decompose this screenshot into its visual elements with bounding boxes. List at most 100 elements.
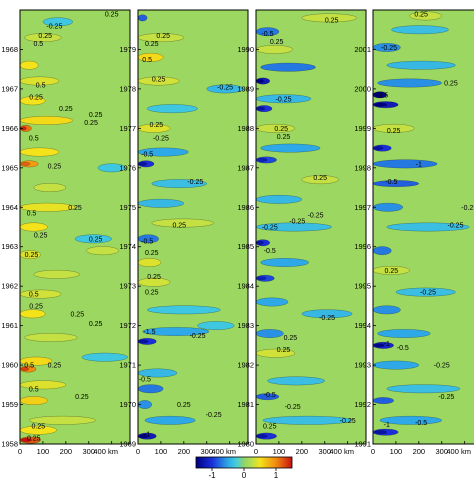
contour-label: -0.25 [206,412,222,419]
anomaly-band [138,258,162,267]
anomaly-band [138,33,185,42]
anomaly-band [138,368,178,378]
y-tick-label: 1990 [237,45,254,54]
contour-label: 0.25 [145,41,159,48]
contour-label: -0.25 [434,363,450,370]
contour-label: 0.25 [444,80,458,87]
x-tick-label: 100 [273,447,286,456]
anomaly-band [20,396,48,405]
contour-label: 0.25 [89,321,103,328]
y-tick-label: 1971 [119,361,136,370]
anomaly-field: 0.25-0.50.25-0.250.250.250.25-0.25-0.25-… [256,13,358,440]
anomaly-band [256,94,312,104]
anomaly-band [24,33,62,42]
contour-label: 0.25 [177,402,191,409]
y-tick-label: 2001 [354,45,371,54]
x-tick-label: 200 [60,447,73,456]
contour-label: -1 [384,341,390,348]
anomaly-band [97,163,126,173]
y-tick-label: 1974 [119,242,136,251]
x-tick-label: 100 [390,447,403,456]
contour-label: -0.5 [385,179,397,186]
anomaly-band [256,329,284,338]
contour-label: 0.25 [75,394,89,401]
anomaly-band [256,348,296,358]
contour-label: -0.5 [261,31,273,38]
anomaly-band [20,309,46,319]
anomaly-band [301,13,358,23]
contour-label: -0.25 [308,213,324,220]
anomaly-band [138,400,152,409]
anomaly-band [20,289,62,299]
x-tick-label: 300 [82,447,95,456]
anomaly-band [138,198,185,208]
anomaly-band [20,147,60,157]
x-tick-label: 300 [318,447,331,456]
panel-frame [372,9,474,445]
anomaly-core [373,146,384,151]
contour-label: 0.25 [385,268,399,275]
anomaly-band [373,246,392,256]
contour-label: 0.25 [59,106,73,113]
anomaly-band [409,11,442,21]
y-tick-label: 1958 [1,440,18,449]
contour-label: -1 [416,161,422,168]
x-tick-label: 400 km [446,447,471,456]
contour-label: -0.25 [217,84,233,91]
contour-label: 0.5 [29,136,39,143]
anomaly-band [138,14,148,22]
anomaly-band [260,62,316,72]
anomaly-band [146,305,221,315]
anomaly-band [373,397,394,404]
y-tick-label: 1976 [119,163,136,172]
contour-label: 0.25 [105,11,119,18]
contour-label: -0.25 [461,205,474,212]
contour-label: -0.5 [397,345,409,352]
contour-label: -0.5 [415,420,427,427]
contour-label: 0.25 [34,232,48,239]
contour-label: 0.5 [29,386,39,393]
colorbar-scale [195,456,293,469]
anomaly-band [33,183,67,192]
contour-label: 0.25 [274,126,288,133]
y-tick-label: 1965 [1,163,18,172]
anomaly-band [151,218,214,228]
colorbar: -1 0 1 [195,456,293,478]
anomaly-band [20,96,46,106]
y-tick-label: 1991 [354,440,371,449]
anomaly-band [256,45,293,54]
anomaly-band [373,305,401,315]
x-tick-label: 200 [296,447,309,456]
y-tick-label: 2000 [354,84,371,93]
y-tick-label: 1998 [354,163,371,172]
y-tick-label: 1994 [354,321,371,330]
contour-label: 0.5 [29,292,39,299]
contour-label: -0.25 [285,404,301,411]
y-tick-label: 1979 [119,45,136,54]
y-tick-label: 1989 [237,84,254,93]
contour-label: -0.25 [276,96,292,103]
y-tick-label: 1992 [354,400,371,409]
y-tick-label: 1995 [354,282,371,291]
y-tick-label: 1984 [237,282,254,291]
x-tick-label: 0 [136,447,140,456]
x-tick-label: 100 [155,447,168,456]
anomaly-band [373,180,420,187]
anomaly-band [301,309,353,319]
contour-label: -0.25 [289,219,305,226]
anomaly-band [20,202,76,212]
contour-label: 0.25 [414,11,428,18]
anomaly-band [138,147,189,157]
contour-label: -0.25 [153,136,169,143]
anomaly-band [20,425,57,435]
anomaly-band [138,52,164,62]
y-tick-label: 1969 [119,440,136,449]
contour-label: -1.5 [143,329,155,336]
contour-label: 0.25 [270,39,284,46]
anomaly-core [20,367,29,371]
anomaly-band [33,269,80,279]
contour-label: -0.5 [141,152,153,159]
anomaly-band [144,415,196,425]
contour-label: 0.25 [32,424,46,431]
contour-label: 0.25 [89,236,103,243]
